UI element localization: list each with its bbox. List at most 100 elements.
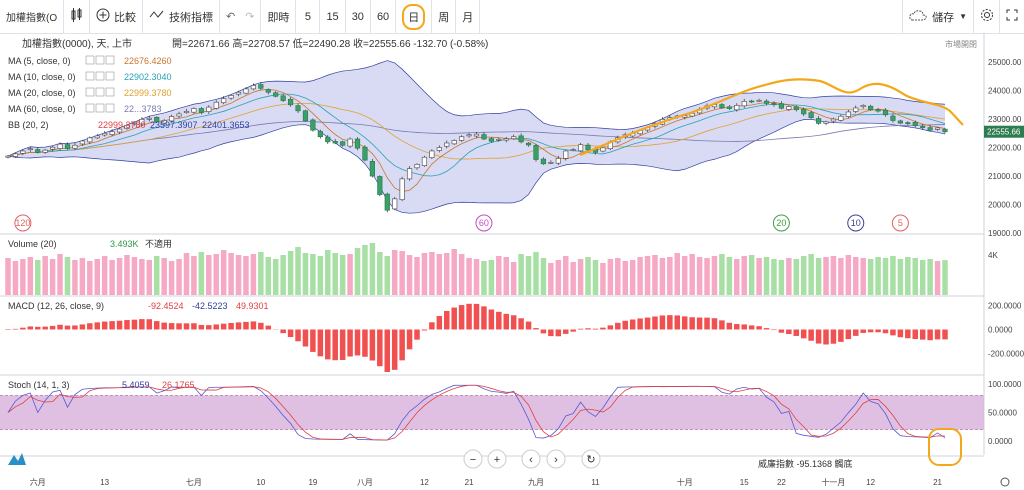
volume-bar <box>139 259 145 295</box>
volume-bar <box>34 260 41 295</box>
candle <box>392 196 398 211</box>
macd-legend-value: -92.4524 <box>148 301 184 311</box>
macd-histogram-bar <box>153 321 160 330</box>
interval-3[interactable]: 30 <box>346 0 371 33</box>
chart-area[interactable]: 25000.00 24000.00 23000.00 22000.00 21000.00… <box>0 33 1024 490</box>
candle <box>518 133 524 144</box>
volume-bar <box>942 260 948 295</box>
volume-bar <box>339 255 346 295</box>
volume-bar <box>756 258 762 295</box>
volume-bar <box>838 258 844 295</box>
volume-bar <box>12 261 19 295</box>
macd-histogram-bar <box>540 329 547 334</box>
symbol-label: 加權指數(OC <box>6 13 57 24</box>
candle <box>511 134 517 140</box>
zoom-out-button[interactable]: − <box>463 449 483 469</box>
legend-controls[interactable] <box>85 55 115 65</box>
annotation-curve <box>579 78 964 157</box>
candle <box>406 166 413 181</box>
candle <box>64 142 71 150</box>
interval-6[interactable]: 周 <box>432 0 457 33</box>
undo-icon[interactable]: ↶ <box>226 11 236 23</box>
candle <box>206 105 212 114</box>
scroll-left-button[interactable]: ‹ <box>521 449 541 469</box>
volume-bar <box>362 245 368 295</box>
axis-settings-icon[interactable] <box>1000 477 1010 487</box>
macd-histogram-bar <box>258 322 264 330</box>
volume-bar <box>377 252 383 295</box>
legend-controls[interactable] <box>85 87 115 97</box>
period-marker-label: 5 <box>898 218 903 228</box>
macd-histogram-bar <box>525 321 532 330</box>
macd-histogram-bar <box>347 329 353 357</box>
macd-histogram-bar <box>250 321 257 330</box>
volume-bar <box>644 256 651 295</box>
candle <box>756 98 762 103</box>
macd-histogram-bar <box>496 311 502 330</box>
stoch-axis-label: 50.0000 <box>988 409 1017 418</box>
macd-histogram-bar <box>20 327 26 330</box>
candle <box>325 134 331 145</box>
volume-bar <box>250 254 257 295</box>
interval-7[interactable]: 月 <box>456 0 481 33</box>
redo-icon[interactable]: ↷ <box>245 11 255 23</box>
macd-histogram-bar <box>391 329 398 370</box>
undo-redo: ↶ ↷ <box>220 0 262 33</box>
macd-histogram-bar <box>644 317 651 330</box>
indicators-button[interactable]: 技術指標 <box>143 0 220 33</box>
volume-bar <box>808 254 814 295</box>
candle <box>154 116 160 124</box>
volume-bar <box>704 258 710 295</box>
candle <box>124 123 130 130</box>
compare-button[interactable]: 比較 <box>90 0 143 33</box>
fullscreen-button[interactable] <box>1000 0 1024 33</box>
candle <box>362 145 368 162</box>
interval-5[interactable]: 日 <box>396 0 433 33</box>
macd-histogram-bar <box>488 309 495 330</box>
candle <box>875 107 881 113</box>
price-axis-label: 24000.00 <box>988 87 1022 96</box>
save-button[interactable]: 儲存 ▼ <box>902 0 974 33</box>
volume-bar <box>659 258 666 295</box>
symbol-search[interactable]: 加權指數(OC <box>0 0 64 33</box>
volume-bar <box>399 251 405 295</box>
chart-type-button[interactable] <box>64 0 90 33</box>
candle <box>838 114 844 122</box>
macd-histogram-bar <box>139 319 145 330</box>
candle <box>310 118 316 132</box>
legend-controls[interactable] <box>85 103 115 113</box>
interval-0[interactable]: 即時 <box>261 0 297 33</box>
macd-histogram-bar <box>942 329 948 340</box>
macd-histogram-bar <box>27 326 34 330</box>
candle <box>927 125 933 132</box>
interval-4[interactable]: 60 <box>371 0 397 33</box>
interval-2[interactable]: 15 <box>320 0 346 33</box>
macd-histogram-bar <box>168 323 175 330</box>
macd-histogram-bar <box>131 319 138 330</box>
scroll-right-button[interactable]: › <box>546 449 566 469</box>
volume-bar <box>488 260 495 295</box>
period-marker: 5 <box>891 214 909 232</box>
candle <box>377 175 383 197</box>
legend-controls[interactable] <box>85 71 115 81</box>
volume-bar <box>27 257 34 295</box>
candle <box>548 160 554 164</box>
candle <box>421 155 428 167</box>
reset-button[interactable]: ↻ <box>581 449 601 469</box>
volume-bar <box>302 253 309 295</box>
period-marker-label: 10 <box>851 218 861 228</box>
interval-1[interactable]: 5 <box>296 0 321 33</box>
candle <box>146 115 152 122</box>
time-axis-label: 八月 <box>357 478 373 487</box>
fullscreen-icon <box>1006 9 1018 24</box>
candle <box>221 96 227 105</box>
volume-bar <box>280 255 286 295</box>
macd-histogram-bar <box>600 327 606 330</box>
volume-bar <box>615 258 621 295</box>
zoom-in-button[interactable]: + <box>487 449 507 469</box>
candle <box>340 140 346 147</box>
volume-bar <box>815 258 822 295</box>
ma-legend-label: MA (60, close, 0) <box>8 104 76 114</box>
scroll-right-icon: › <box>554 454 558 466</box>
settings-button[interactable] <box>974 0 1000 33</box>
